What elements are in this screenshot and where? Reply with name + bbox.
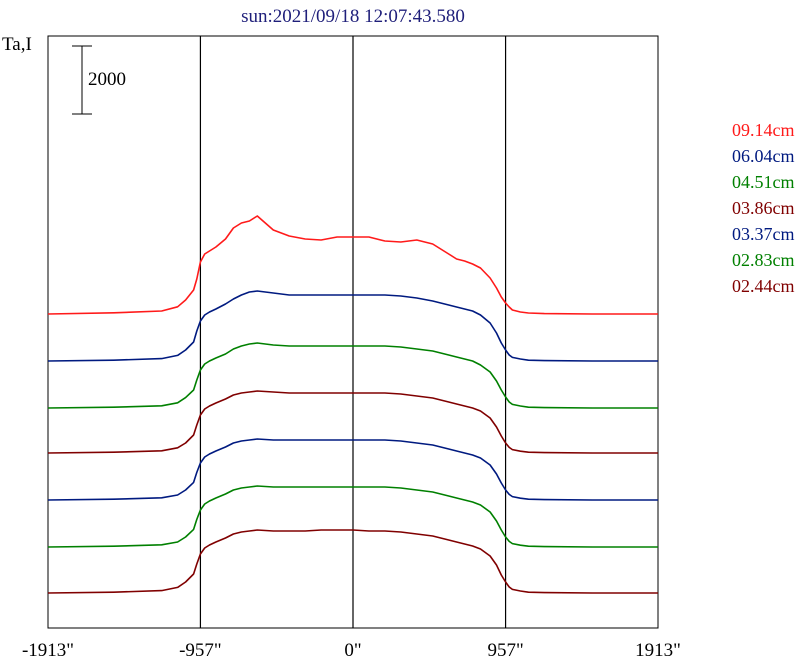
series-group [47, 215, 658, 594]
series-line-02.83cm [47, 485, 658, 548]
series-line-03.37cm [47, 438, 658, 501]
legend-item: 03.86cm [732, 198, 795, 218]
series-line-02.44cm [47, 529, 658, 594]
legend-item: 03.37cm [732, 224, 795, 244]
legend-item: 06.04cm [732, 146, 795, 166]
scale-bar: 2000 [72, 45, 126, 115]
x-tick-label: 0" [344, 640, 361, 661]
chart-title: sun:2021/09/18 12:07:43.580 [241, 6, 465, 27]
legend-item: 02.44cm [732, 276, 795, 296]
legend-item: 02.83cm [732, 250, 795, 270]
x-tick-label: -957" [179, 640, 222, 661]
series-line-06.04cm [47, 290, 658, 362]
series-line-09.14cm [47, 215, 658, 315]
x-tick-label: 1913" [635, 640, 681, 661]
y-axis-label: Ta,I [2, 34, 32, 55]
legend-item: 04.51cm [732, 172, 795, 192]
series-line-04.51cm [47, 342, 658, 409]
reference-lines [199, 36, 507, 628]
x-axis-ticks: -1913" -957" 0" 957" 1913" [22, 640, 681, 661]
legend-item: 09.14cm [732, 120, 795, 140]
legend: 09.14cm 06.04cm 04.51cm 03.86cm 03.37cm 02.83… [732, 120, 795, 296]
x-tick-label: -1913" [22, 640, 74, 661]
series-line-03.86cm [47, 390, 658, 454]
x-tick-label: 957" [487, 640, 523, 661]
scale-bar-label: 2000 [88, 69, 126, 90]
